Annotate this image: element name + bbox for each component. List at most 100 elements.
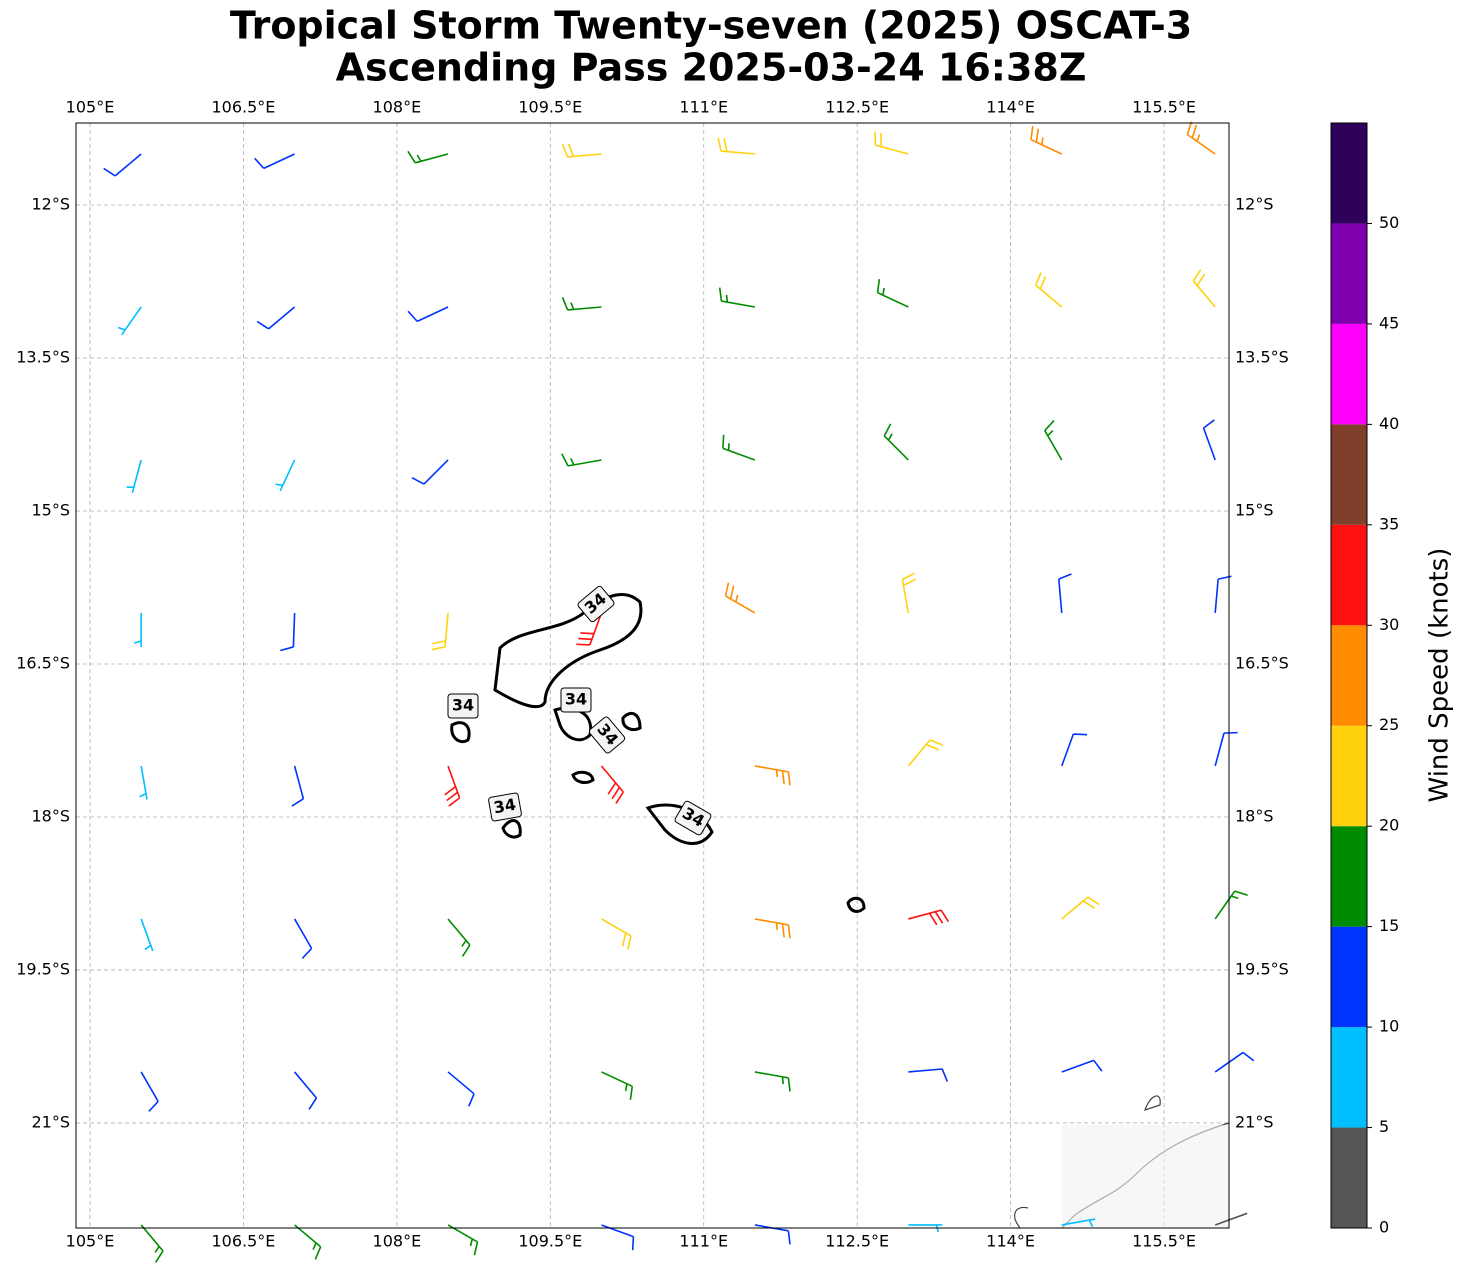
wind-barb bbox=[724, 582, 756, 614]
wind-barb bbox=[1061, 1218, 1096, 1227]
wind-barb bbox=[874, 131, 909, 155]
wind-barb bbox=[407, 306, 449, 323]
contour-label: 34 bbox=[588, 716, 626, 754]
label-box bbox=[577, 585, 615, 623]
title-line: Tropical Storm Twenty-seven (2025) OSCAT… bbox=[230, 4, 1192, 48]
contour-label: 34 bbox=[488, 792, 522, 822]
wind-barb bbox=[407, 150, 449, 164]
colorbar-segment bbox=[1331, 1027, 1367, 1128]
contours bbox=[450, 593, 866, 913]
wind-barb bbox=[447, 918, 471, 957]
wind-barb bbox=[411, 459, 449, 485]
contour-34 bbox=[846, 896, 866, 913]
x-tick-label: 106.5°E bbox=[211, 98, 275, 117]
wind-barb bbox=[444, 765, 461, 807]
x-tick-label: 114°E bbox=[986, 1232, 1035, 1251]
x-tick-label: 105°E bbox=[66, 1232, 115, 1251]
contour-label: 34 bbox=[560, 687, 592, 713]
wind-barb bbox=[1214, 1051, 1255, 1073]
x-tick-label: 112.5°E bbox=[825, 98, 889, 117]
wind-barb bbox=[291, 765, 305, 807]
colorbar-segment bbox=[1331, 725, 1367, 827]
wind-barb bbox=[561, 297, 602, 311]
colorbar-segment bbox=[1331, 625, 1367, 726]
title-line: Ascending Pass 2025-03-24 16:38Z bbox=[336, 46, 1087, 90]
wind-barb bbox=[126, 459, 142, 494]
wind-barb bbox=[133, 612, 142, 647]
label-box bbox=[588, 716, 626, 754]
contour-label-text: 34 bbox=[565, 690, 587, 709]
barbs bbox=[103, 121, 1255, 1263]
wind-barb bbox=[1061, 896, 1100, 920]
wind-barb bbox=[431, 612, 449, 651]
colorbar-tick-label: 50 bbox=[1379, 213, 1399, 232]
wind-barb bbox=[601, 918, 632, 950]
wind-barb bbox=[754, 918, 791, 939]
wind-barb bbox=[293, 918, 313, 959]
y-tick-label: 12°S bbox=[31, 195, 70, 214]
wind-barb bbox=[140, 918, 154, 952]
wind-barb bbox=[1202, 419, 1216, 461]
colorbar-tick-label: 30 bbox=[1379, 615, 1399, 634]
y-tick-label: 19.5°S bbox=[16, 959, 70, 978]
wind-barb bbox=[139, 765, 148, 800]
x-tick-label: 109.5°E bbox=[518, 98, 582, 117]
wind-barb bbox=[601, 1224, 635, 1251]
x-tick-label: 109.5°E bbox=[518, 1232, 582, 1251]
x-tick-label: 112.5°E bbox=[825, 1232, 889, 1251]
x-tick-label: 115.5°E bbox=[1132, 1232, 1196, 1251]
x-tick-label: 111°E bbox=[679, 98, 728, 117]
colorbar-tick-label: 40 bbox=[1379, 414, 1399, 433]
wind-barb bbox=[117, 306, 142, 336]
colorbar-segment bbox=[1331, 524, 1367, 626]
colorbar-tick-label: 15 bbox=[1379, 916, 1399, 935]
wind-barb bbox=[140, 1071, 159, 1112]
wind-barb bbox=[1214, 731, 1238, 767]
colorbar-tick-label: 35 bbox=[1379, 514, 1399, 533]
colorbar-tick-label: 10 bbox=[1379, 1017, 1399, 1036]
contour-34 bbox=[645, 803, 714, 845]
wind-barb bbox=[876, 279, 909, 308]
wind-barb bbox=[561, 143, 602, 158]
wind-barb bbox=[256, 306, 296, 330]
colorbar-segment bbox=[1331, 926, 1367, 1028]
wind-barb bbox=[1030, 126, 1063, 155]
y-tick-label: 21°S bbox=[31, 1112, 70, 1131]
x-tick-label: 108°E bbox=[373, 1232, 422, 1251]
wind-barb bbox=[447, 1224, 479, 1256]
y-tick-label: 15°S bbox=[31, 500, 70, 519]
y-tick-label: 16.5°S bbox=[16, 653, 70, 672]
contour-34 bbox=[553, 706, 593, 742]
colorbar-tick-label: 25 bbox=[1379, 715, 1399, 734]
contour-34 bbox=[501, 819, 522, 839]
wind-barb bbox=[1061, 1059, 1103, 1073]
x-tick-label: 115.5°E bbox=[1132, 98, 1196, 117]
x-tick-label: 111°E bbox=[679, 1232, 728, 1251]
wind-barb bbox=[140, 1224, 164, 1263]
wind-barb bbox=[718, 287, 756, 308]
contour-label: 34 bbox=[577, 585, 615, 623]
wind-barb bbox=[901, 572, 916, 614]
y-tick-label: 15°S bbox=[1235, 500, 1274, 519]
colorbar: 0 5 10 15 20 25 30 35 40 45 50 bbox=[1330, 122, 1399, 1237]
wind-barb bbox=[1044, 420, 1063, 461]
x-tick-label: 106.5°E bbox=[211, 1232, 275, 1251]
colorbar-tick-label: 20 bbox=[1379, 816, 1399, 835]
colorbar-segment bbox=[1331, 1127, 1367, 1228]
map-frame bbox=[75, 122, 1230, 1229]
wind-barb bbox=[1186, 121, 1216, 155]
wind-barb bbox=[600, 765, 624, 804]
wind-barb bbox=[275, 459, 296, 492]
colorbar-segment bbox=[1331, 826, 1367, 927]
label-box bbox=[560, 687, 592, 713]
x-tick-label: 108°E bbox=[373, 98, 422, 117]
contour-label-text: 34 bbox=[452, 696, 474, 715]
colorbar-tick-label: 0 bbox=[1379, 1218, 1389, 1237]
y-tick-label: 16.5°S bbox=[1235, 653, 1289, 672]
colorbar-segment bbox=[1331, 323, 1367, 425]
y-tick-label: 18°S bbox=[1235, 806, 1274, 825]
wind-barb bbox=[1214, 1212, 1248, 1226]
contour-34 bbox=[493, 593, 643, 709]
